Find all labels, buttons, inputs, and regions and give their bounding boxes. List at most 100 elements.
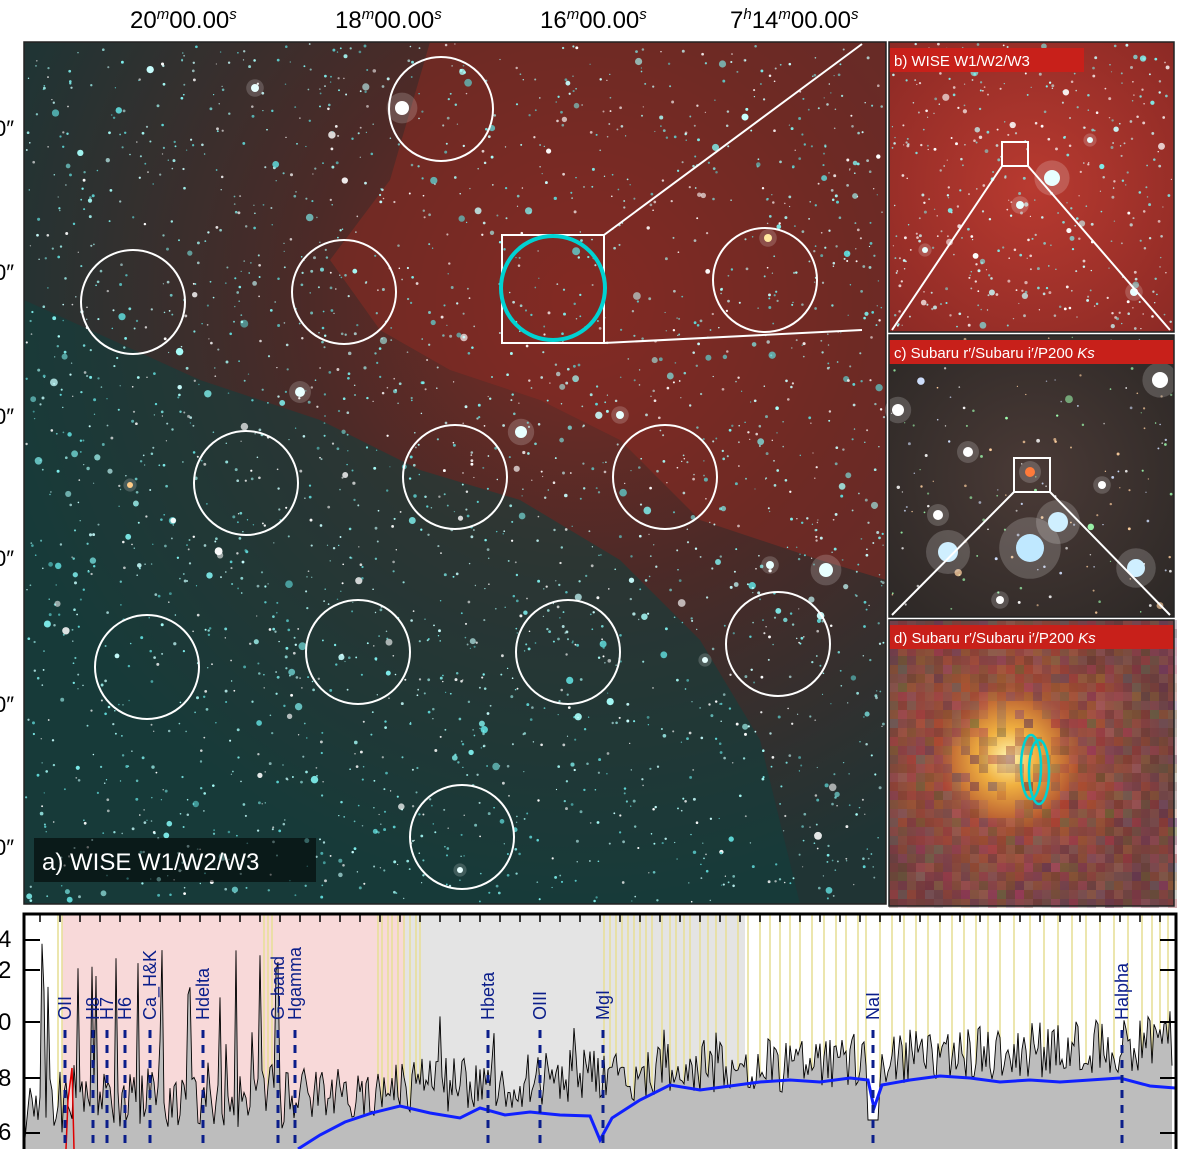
pixel	[1060, 872, 1069, 881]
star	[54, 600, 61, 607]
pixel	[907, 728, 916, 737]
star	[52, 821, 55, 823]
star	[826, 366, 830, 370]
star	[839, 669, 842, 672]
star	[712, 167, 716, 170]
star	[244, 225, 248, 228]
star	[86, 542, 89, 545]
star	[757, 307, 759, 309]
pixel	[1069, 854, 1078, 863]
pixel	[925, 719, 934, 728]
star	[36, 773, 40, 777]
star	[449, 692, 452, 695]
star	[85, 374, 89, 378]
star	[339, 536, 342, 538]
pixel	[1105, 827, 1114, 836]
star	[506, 373, 509, 377]
star	[979, 321, 987, 329]
pixel	[1024, 827, 1033, 836]
pixel	[889, 791, 898, 800]
star	[834, 108, 837, 111]
star	[730, 199, 732, 202]
star	[162, 463, 166, 467]
star	[192, 630, 194, 633]
star	[513, 412, 516, 416]
star	[240, 576, 244, 580]
star	[1092, 66, 1095, 70]
star	[514, 561, 517, 564]
star	[1014, 132, 1018, 135]
reference-circles	[80, 56, 831, 890]
star	[961, 237, 963, 239]
star	[870, 336, 873, 339]
star	[375, 312, 378, 315]
star	[1108, 116, 1111, 119]
star	[814, 719, 817, 722]
star	[894, 257, 897, 260]
star	[702, 438, 705, 441]
star	[377, 831, 380, 834]
pixel	[1159, 692, 1168, 701]
pixel	[1078, 728, 1087, 737]
pixel	[1015, 827, 1024, 836]
star	[246, 519, 249, 521]
star	[108, 131, 111, 135]
star	[236, 834, 238, 837]
star	[93, 413, 96, 415]
star	[162, 283, 165, 285]
star	[558, 699, 561, 703]
star	[496, 478, 499, 481]
star	[483, 619, 486, 622]
star	[1059, 571, 1063, 575]
star	[409, 455, 413, 459]
star	[333, 643, 337, 647]
star	[619, 106, 622, 110]
pixel	[1096, 809, 1105, 818]
pixel	[997, 692, 1006, 701]
star	[491, 183, 494, 186]
star	[144, 563, 146, 566]
star	[690, 515, 696, 520]
star	[268, 762, 272, 766]
star	[192, 424, 195, 427]
pixel	[1105, 854, 1114, 863]
star	[773, 80, 776, 83]
star	[653, 544, 655, 546]
star	[422, 209, 426, 212]
star	[467, 351, 471, 355]
star	[498, 241, 502, 244]
star	[881, 581, 885, 585]
pixel	[1078, 773, 1087, 782]
star	[483, 687, 487, 690]
star	[868, 245, 871, 248]
star	[948, 77, 951, 81]
ra-tick-label-2: 18m00.00s	[335, 6, 442, 34]
star	[898, 284, 902, 288]
star	[959, 189, 962, 192]
star	[633, 292, 641, 300]
star	[294, 106, 297, 109]
star	[864, 441, 866, 444]
star	[337, 134, 340, 137]
star	[303, 65, 306, 68]
star	[434, 831, 437, 834]
star	[1051, 84, 1055, 88]
star	[813, 842, 816, 845]
star	[873, 188, 875, 190]
star	[27, 718, 30, 721]
star	[420, 834, 424, 838]
star	[1079, 170, 1082, 174]
star	[928, 198, 930, 201]
pixel	[1078, 845, 1087, 854]
star	[233, 203, 236, 205]
pixel	[1105, 692, 1114, 701]
pixel	[925, 800, 934, 809]
star	[163, 337, 167, 341]
star	[1153, 301, 1156, 304]
star	[629, 597, 632, 601]
star	[788, 62, 792, 66]
pixel	[1105, 791, 1114, 800]
star	[243, 260, 246, 262]
star	[47, 146, 49, 148]
star	[621, 881, 625, 884]
